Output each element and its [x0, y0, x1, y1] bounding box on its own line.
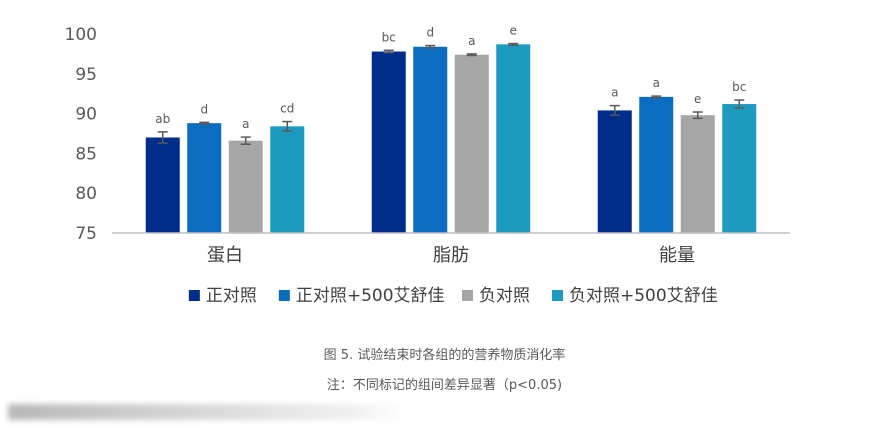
legend-label: 负对照 [479, 286, 530, 306]
y-tick-label: 90 [75, 105, 97, 125]
bars: ab d a cd bc d a e a a e bc [145, 24, 757, 234]
legend-swatch [278, 290, 290, 301]
bar [639, 96, 674, 233]
bar [454, 54, 489, 233]
bar [145, 137, 180, 233]
legend: 正对照 正对照+500艾舒佳 负对照 负对照+500艾舒佳 [188, 286, 718, 306]
bar [722, 104, 757, 233]
bar [413, 46, 448, 234]
x-tick-label: 脂肪 [433, 245, 469, 266]
legend-swatch [188, 290, 200, 301]
significance-label: e [694, 92, 701, 106]
significance-label: bc [382, 30, 396, 44]
legend-swatch [552, 290, 563, 301]
significance-label: cd [280, 102, 294, 116]
x-tick-label: 蛋白 [207, 245, 243, 266]
significance-label: bc [732, 80, 746, 94]
bar [597, 110, 632, 233]
y-axis: 75 80 85 90 95 100 [65, 25, 97, 244]
significance-label: a [653, 76, 660, 90]
significance-label: a [242, 117, 249, 131]
y-tick-label: 75 [75, 224, 97, 244]
x-axis: 蛋白 脂肪 能量 [207, 245, 695, 266]
legend-label: 负对照+500艾舒佳 [569, 286, 718, 306]
bar [187, 123, 222, 233]
legend-label: 正对照+500艾舒佳 [296, 286, 445, 306]
x-tick-label: 能量 [659, 245, 695, 266]
significance-label: a [611, 86, 618, 100]
legend-swatch [462, 290, 473, 301]
decorative-shadow [8, 404, 408, 420]
bar [496, 44, 531, 234]
y-tick-label: 85 [75, 144, 97, 164]
figure-caption: 图 5. 试验结束时各组的的营养物质消化率 [323, 348, 566, 363]
y-tick-label: 100 [65, 25, 97, 45]
bar-chart: 75 80 85 90 95 100 ab d a cd bc d a e a a e bc 蛋白 脂肪 能量 正对… [65, 24, 790, 306]
bar [228, 140, 263, 233]
bar [270, 126, 305, 233]
bar [680, 115, 715, 233]
y-tick-label: 80 [75, 184, 97, 204]
legend-label: 正对照 [206, 286, 257, 306]
significance-label: d [200, 102, 208, 116]
significance-label: e [510, 24, 517, 38]
y-tick-label: 95 [75, 65, 97, 85]
significance-label: d [426, 26, 434, 40]
significance-label: ab [155, 112, 170, 126]
figure-note: 注：不同标记的组间差异显著（p<0.05) [326, 378, 563, 393]
bar [371, 51, 406, 234]
significance-label: a [468, 34, 475, 48]
